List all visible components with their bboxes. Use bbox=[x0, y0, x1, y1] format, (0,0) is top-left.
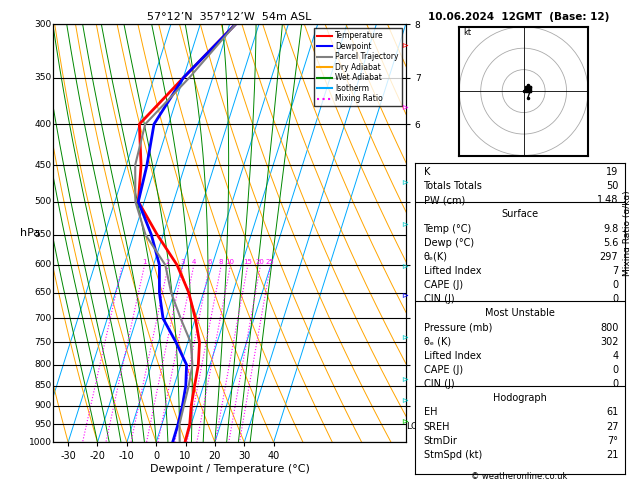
Text: ⊳: ⊳ bbox=[401, 41, 408, 50]
Text: 7: 7 bbox=[612, 266, 618, 276]
Text: 4: 4 bbox=[612, 351, 618, 361]
Text: 800: 800 bbox=[600, 323, 618, 332]
Text: ⊳: ⊳ bbox=[401, 221, 408, 229]
Text: CIN (J): CIN (J) bbox=[423, 295, 454, 304]
Text: Temp (°C): Temp (°C) bbox=[423, 224, 472, 234]
Text: EH: EH bbox=[423, 407, 437, 417]
Text: 20: 20 bbox=[256, 259, 265, 264]
Text: 7°: 7° bbox=[608, 435, 618, 446]
Text: 350: 350 bbox=[35, 73, 52, 82]
Text: Hodograph: Hodograph bbox=[493, 393, 547, 403]
Text: 0: 0 bbox=[612, 280, 618, 290]
Text: 0: 0 bbox=[612, 379, 618, 389]
Text: Dewp (°C): Dewp (°C) bbox=[423, 238, 474, 248]
Text: LCL: LCL bbox=[406, 422, 423, 431]
Text: Pressure (mb): Pressure (mb) bbox=[423, 323, 492, 332]
Text: 950: 950 bbox=[35, 420, 52, 429]
Text: hPa: hPa bbox=[21, 228, 41, 238]
Text: CIN (J): CIN (J) bbox=[423, 379, 454, 389]
Text: ⊳: ⊳ bbox=[401, 375, 408, 384]
Text: CAPE (J): CAPE (J) bbox=[423, 280, 463, 290]
Text: SREH: SREH bbox=[423, 421, 450, 432]
Text: Surface: Surface bbox=[501, 209, 538, 220]
Text: © weatheronline.co.uk: © weatheronline.co.uk bbox=[470, 472, 567, 481]
Text: ⊳: ⊳ bbox=[401, 179, 408, 188]
Text: Lifted Index: Lifted Index bbox=[423, 351, 481, 361]
Text: θₑ (K): θₑ (K) bbox=[423, 337, 450, 347]
Text: PW (cm): PW (cm) bbox=[423, 195, 465, 205]
Text: ⊳: ⊳ bbox=[401, 104, 408, 112]
Text: 2: 2 bbox=[166, 259, 170, 264]
Text: 8: 8 bbox=[219, 259, 223, 264]
Text: Most Unstable: Most Unstable bbox=[485, 309, 555, 318]
Text: 1: 1 bbox=[142, 259, 147, 264]
Text: 600: 600 bbox=[35, 260, 52, 269]
Text: CAPE (J): CAPE (J) bbox=[423, 365, 463, 375]
Text: 850: 850 bbox=[35, 382, 52, 390]
Text: 550: 550 bbox=[35, 230, 52, 239]
Text: 1000: 1000 bbox=[29, 438, 52, 447]
Text: 1.48: 1.48 bbox=[597, 195, 618, 205]
Text: 25: 25 bbox=[266, 259, 275, 264]
Text: ⊳: ⊳ bbox=[401, 333, 408, 342]
Text: 10: 10 bbox=[226, 259, 235, 264]
Text: 302: 302 bbox=[600, 337, 618, 347]
Text: 21: 21 bbox=[606, 450, 618, 460]
Text: 400: 400 bbox=[35, 120, 52, 129]
Y-axis label: km
ASL: km ASL bbox=[422, 224, 443, 243]
Text: 0: 0 bbox=[612, 365, 618, 375]
Legend: Temperature, Dewpoint, Parcel Trajectory, Dry Adiabat, Wet Adiabat, Isotherm, Mi: Temperature, Dewpoint, Parcel Trajectory… bbox=[314, 28, 402, 106]
Text: kt: kt bbox=[464, 28, 472, 37]
Text: 0: 0 bbox=[612, 295, 618, 304]
Text: 15: 15 bbox=[243, 259, 252, 264]
Text: 450: 450 bbox=[35, 160, 52, 170]
Text: ⊳: ⊳ bbox=[401, 292, 408, 300]
Text: 27: 27 bbox=[606, 421, 618, 432]
Text: Lifted Index: Lifted Index bbox=[423, 266, 481, 276]
Text: 700: 700 bbox=[35, 314, 52, 323]
Text: 500: 500 bbox=[35, 197, 52, 206]
Text: 9.8: 9.8 bbox=[603, 224, 618, 234]
Text: 650: 650 bbox=[35, 288, 52, 297]
Text: K: K bbox=[423, 167, 430, 177]
X-axis label: Dewpoint / Temperature (°C): Dewpoint / Temperature (°C) bbox=[150, 464, 309, 474]
Text: Mixing Ratio (g/kg): Mixing Ratio (g/kg) bbox=[623, 191, 629, 276]
Text: 61: 61 bbox=[606, 407, 618, 417]
Text: 6: 6 bbox=[207, 259, 211, 264]
Text: θₑ(K): θₑ(K) bbox=[423, 252, 447, 262]
Text: 297: 297 bbox=[599, 252, 618, 262]
Text: StmDir: StmDir bbox=[423, 435, 457, 446]
Text: 3: 3 bbox=[181, 259, 185, 264]
Text: StmSpd (kt): StmSpd (kt) bbox=[423, 450, 482, 460]
Text: 50: 50 bbox=[606, 181, 618, 191]
Text: 4: 4 bbox=[191, 259, 196, 264]
Text: ⊳: ⊳ bbox=[401, 396, 408, 405]
Text: 10.06.2024  12GMT  (Base: 12): 10.06.2024 12GMT (Base: 12) bbox=[428, 12, 610, 22]
Text: 800: 800 bbox=[35, 360, 52, 369]
Text: Totals Totals: Totals Totals bbox=[423, 181, 482, 191]
Title: 57°12’N  357°12’W  54m ASL: 57°12’N 357°12’W 54m ASL bbox=[147, 12, 312, 22]
Text: 750: 750 bbox=[35, 338, 52, 347]
Text: 19: 19 bbox=[606, 167, 618, 177]
Text: ⊳: ⊳ bbox=[401, 417, 408, 426]
Text: 300: 300 bbox=[35, 20, 52, 29]
Text: ⊳: ⊳ bbox=[401, 262, 408, 271]
Text: 5.6: 5.6 bbox=[603, 238, 618, 248]
Text: 900: 900 bbox=[35, 401, 52, 410]
